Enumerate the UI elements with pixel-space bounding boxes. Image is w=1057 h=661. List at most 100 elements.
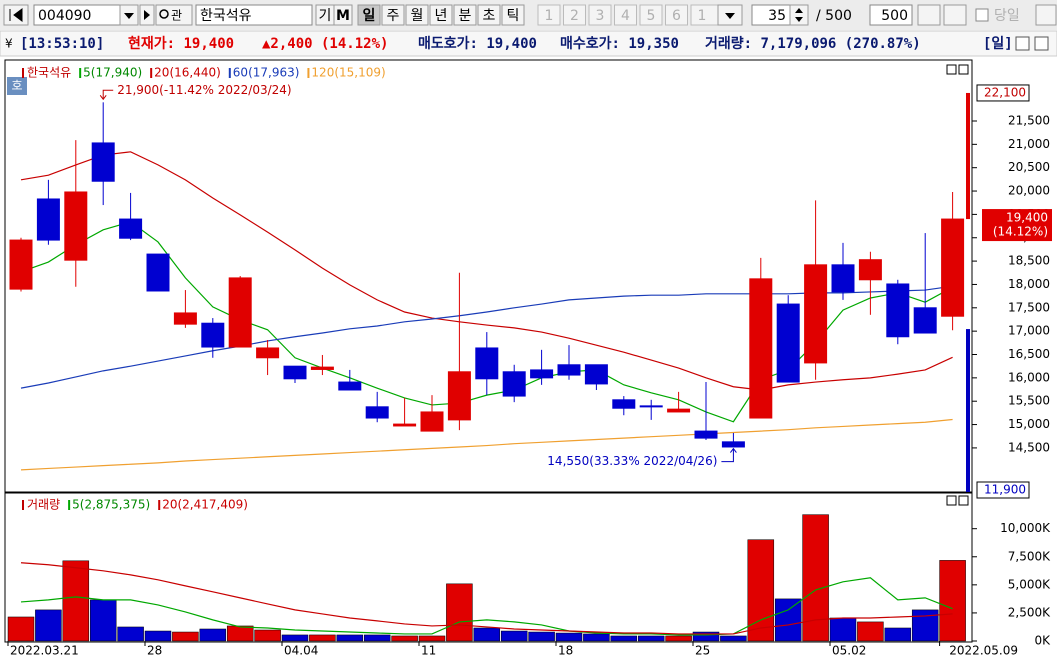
period-label: 일: [363, 8, 376, 24]
toolbar-button-label: M: [336, 8, 350, 24]
page-button[interactable]: [639, 4, 663, 26]
volume-bar: [473, 627, 501, 642]
annotation-arrow: [99, 89, 114, 101]
page-label: 2: [570, 8, 579, 24]
toolbar-button[interactable]: [333, 4, 353, 26]
y-tick-label: 0K: [1034, 634, 1051, 648]
volume-average: [20, 562, 953, 635]
legend-swatch: [228, 68, 231, 78]
more-button[interactable]: [1035, 4, 1057, 26]
close-button[interactable]: [1034, 36, 1049, 51]
volume-bar: [939, 560, 966, 642]
period-label: 주: [387, 8, 400, 24]
panel-button[interactable]: [946, 495, 957, 506]
y-tick-label: 20,500: [1008, 160, 1050, 174]
max-input[interactable]: [869, 4, 913, 26]
volume-bar: [692, 631, 720, 642]
candle-body: [639, 405, 663, 408]
first-icon: [9, 8, 23, 22]
candle-body: [447, 371, 471, 421]
candle-body: [612, 399, 636, 409]
panel-button[interactable]: [946, 64, 957, 75]
legend-label: 한국석유: [27, 66, 71, 80]
y-tick-label: 15,500: [1008, 394, 1050, 408]
volume-bar: [665, 635, 692, 642]
period-button[interactable]: [357, 4, 381, 26]
y-tick-label: 10,000K: [1000, 521, 1051, 535]
x-tick-label: 18: [558, 644, 573, 658]
volume-bar: [829, 617, 857, 642]
page-button[interactable]: [614, 4, 637, 26]
current-price: 19,400: [1006, 211, 1048, 225]
candle-body: [393, 423, 417, 427]
price-label-box: [976, 481, 1030, 499]
candle-body: [146, 253, 170, 292]
moving-average: [20, 418, 953, 471]
next-icon: [144, 10, 150, 20]
window-button[interactable]: [1015, 36, 1030, 51]
legend-swatch: [158, 500, 161, 510]
x-tick-label: 2022.05.09: [949, 644, 1018, 658]
page-label: 6: [672, 8, 681, 24]
candle-body: [64, 191, 88, 261]
volume-bar: [747, 539, 775, 642]
volume-bar: [528, 631, 555, 642]
settings-button[interactable]: [917, 4, 941, 26]
price-label-box: [976, 84, 1030, 102]
volume-bar: [7, 616, 35, 642]
page-label: 5: [647, 8, 656, 24]
candle-body: [91, 142, 115, 182]
candle-body: [502, 371, 526, 397]
page-button[interactable]: [563, 4, 586, 26]
legend-label: 5(17,940): [83, 66, 142, 80]
volume-bar: [172, 631, 199, 642]
period-button[interactable]: [429, 4, 453, 26]
spinner-icon: [795, 8, 803, 22]
volume-bar: [637, 635, 665, 642]
legend-swatch: [79, 68, 82, 78]
annotation-arrow: [721, 447, 737, 463]
period-button[interactable]: [501, 4, 525, 26]
panel-close[interactable]: [958, 495, 969, 506]
volume-bar: [254, 629, 281, 642]
count-spinner[interactable]: [789, 4, 809, 26]
badge: [7, 77, 27, 95]
page-label: 1: [545, 8, 554, 24]
save-button[interactable]: [943, 4, 967, 26]
candle-body: [886, 283, 910, 338]
info-price: 현재가: 19,400: [128, 36, 234, 52]
volume-bar: [391, 635, 418, 642]
candle-body: [557, 364, 581, 376]
panel-close[interactable]: [958, 64, 969, 75]
page-button[interactable]: [665, 4, 688, 26]
candle-body: [228, 277, 252, 348]
candle-body: [283, 365, 307, 380]
period-button[interactable]: [477, 4, 501, 26]
volume-bar: [774, 598, 802, 642]
moving-average: [20, 151, 953, 391]
dropdown-icon: [725, 13, 735, 19]
volume-bar: [89, 599, 117, 642]
page-button[interactable]: [537, 4, 561, 26]
moving-average: [20, 285, 953, 389]
period-button[interactable]: [405, 4, 429, 26]
page-button[interactable]: [588, 4, 612, 26]
period-button[interactable]: [453, 4, 477, 26]
today-checkbox[interactable]: [975, 8, 989, 22]
period-button[interactable]: [381, 4, 405, 26]
candle-body: [338, 381, 362, 391]
candle-body: [119, 218, 143, 239]
volume-bar: [35, 609, 62, 642]
volume-bar: [226, 625, 254, 642]
range-down: [966, 329, 970, 492]
y-tick-label: 21,000: [1008, 137, 1050, 151]
legend-swatch: [150, 68, 153, 78]
x-tick-label: 11: [421, 644, 436, 658]
candle-body: [941, 218, 965, 317]
candle-body: [913, 307, 937, 334]
volume-bar: [500, 630, 528, 642]
candle-body: [804, 264, 828, 364]
dropdown-icon: [124, 13, 134, 19]
